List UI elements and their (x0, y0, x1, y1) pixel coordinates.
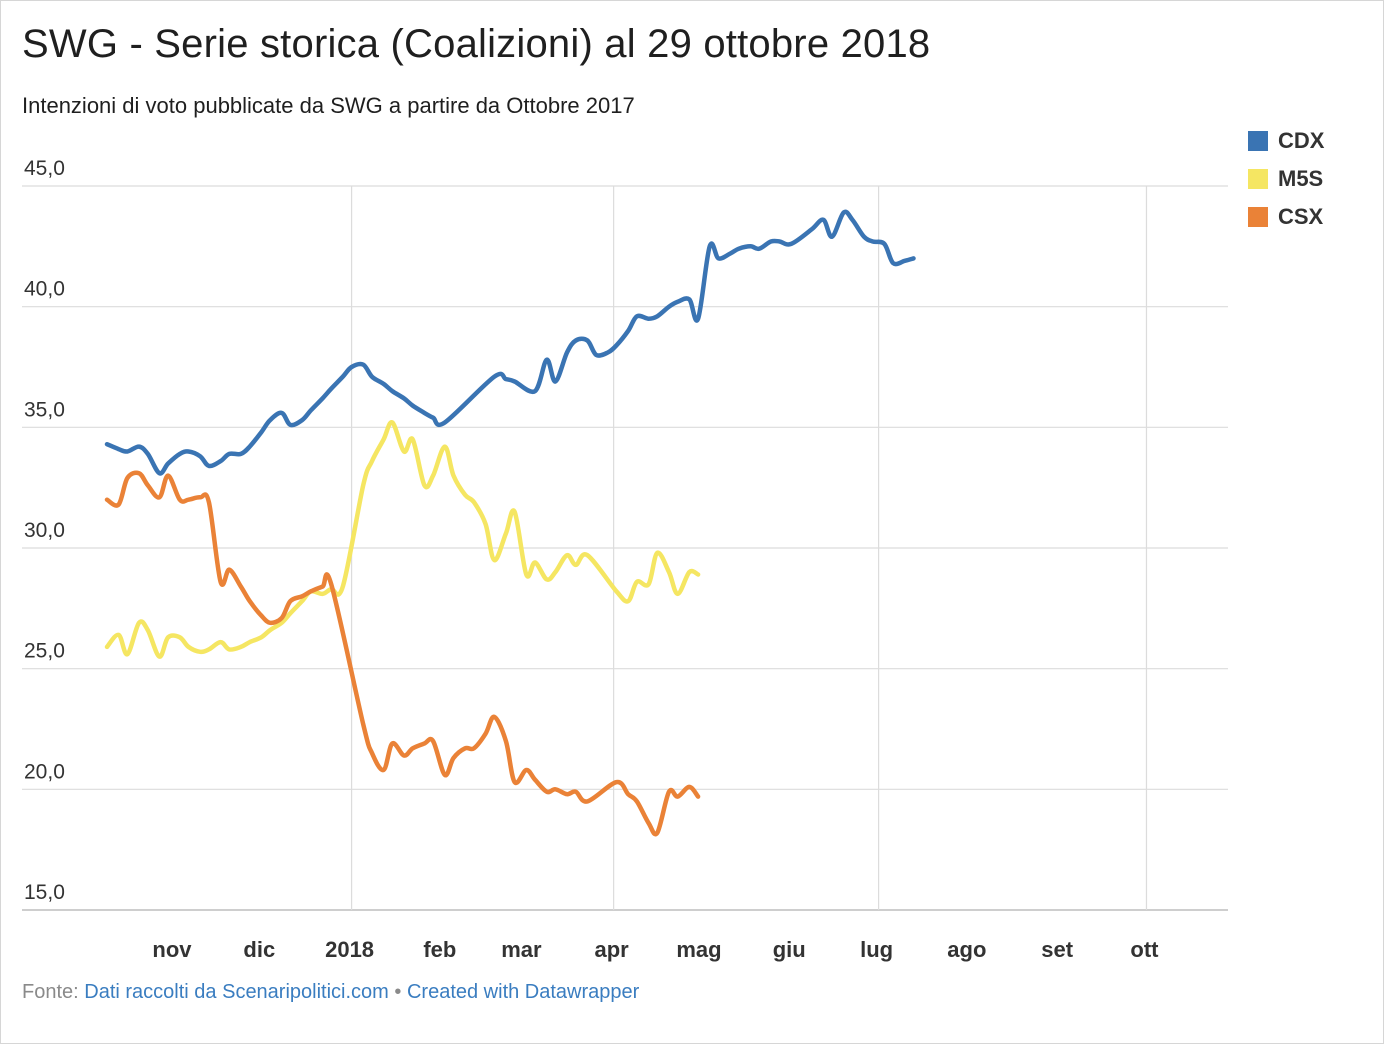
y-tick-label: 15,0 (24, 881, 65, 904)
cdx-line (104, 209, 916, 476)
legend: CDX M5S CSX (1248, 128, 1325, 229)
x-tick-label: apr (595, 937, 630, 962)
x-tick-label: dic (243, 937, 275, 962)
datawrapper-credit-link[interactable]: Created with Datawrapper (406, 981, 640, 1003)
y-tick-label: 45,0 (24, 157, 65, 180)
x-tick-label: mag (676, 937, 721, 962)
y-tick-label: 25,0 (24, 640, 65, 663)
chart-footer: Fonte: Dati raccolti da Scenaripolitici.… (22, 981, 639, 1004)
m5s-series (104, 420, 701, 659)
csx-legend-label: CSX (1278, 204, 1324, 229)
csx-line (104, 470, 701, 837)
source-label: Fonte: (22, 981, 79, 1003)
x-tick-label: lug (860, 937, 893, 962)
footer-separator: • (394, 981, 402, 1003)
x-tick-label: mar (501, 937, 542, 962)
m5s-legend-label: M5S (1278, 166, 1323, 191)
gridlines (22, 185, 1228, 911)
y-axis: 15,0 20,0 25,0 30,0 35,0 40,0 45,0 (24, 157, 65, 904)
y-tick-label: 40,0 (24, 278, 65, 301)
y-tick-label: 35,0 (24, 398, 65, 421)
x-axis: nov dic 2018 feb mar apr mag giu lug ago set ott (152, 937, 1159, 962)
m5s-legend-swatch (1248, 169, 1268, 189)
cdx-legend-swatch (1248, 131, 1268, 151)
source-link[interactable]: Dati raccolti da Scenaripolitici.com (84, 981, 389, 1003)
chart-title: SWG - Serie storica (Coalizioni) al 29 o… (22, 22, 931, 66)
csx-legend-swatch (1248, 207, 1268, 227)
x-tick-label: nov (152, 937, 192, 962)
y-tick-label: 30,0 (24, 519, 65, 542)
chart-subtitle: Intenzioni di voto pubblicate da SWG a p… (22, 93, 635, 118)
cdx-series (104, 209, 916, 476)
cdx-legend-label: CDX (1278, 128, 1325, 153)
series-lines (104, 209, 916, 837)
x-tick-label: feb (423, 937, 456, 962)
csx-series (104, 470, 701, 837)
x-tick-label: 2018 (325, 937, 374, 962)
y-tick-label: 20,0 (24, 760, 65, 783)
m5s-line (104, 420, 701, 659)
x-tick-label: set (1041, 937, 1073, 962)
x-tick-label: ago (947, 937, 986, 962)
x-tick-label: ott (1130, 937, 1159, 962)
x-tick-label: giu (773, 937, 806, 962)
